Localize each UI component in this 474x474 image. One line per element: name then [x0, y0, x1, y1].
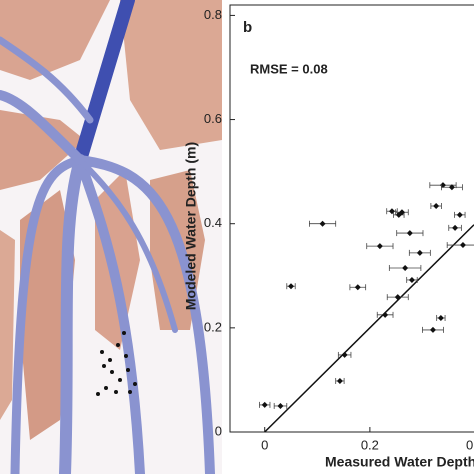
point	[448, 184, 455, 191]
point	[406, 230, 413, 237]
annotation: RMSE = 0.08	[250, 61, 328, 76]
point	[437, 314, 444, 321]
y-tick-label: 0.2	[204, 319, 222, 334]
site	[122, 331, 126, 335]
point	[336, 377, 343, 384]
point	[261, 401, 268, 408]
channel	[0, 36, 94, 124]
y-axis-label: Modeled Water Depth (m)	[183, 142, 199, 310]
channel	[73, 0, 135, 167]
point	[416, 249, 423, 256]
site	[104, 386, 108, 390]
site	[108, 358, 112, 362]
site	[128, 390, 132, 394]
site	[96, 392, 100, 396]
point	[429, 326, 436, 333]
panel-label: b	[243, 19, 252, 36]
map-land	[120, 0, 222, 150]
channel	[59, 154, 86, 474]
sample-sites	[96, 331, 137, 396]
x-tick-label: 0.2	[361, 437, 379, 452]
point	[398, 209, 405, 216]
site	[102, 364, 106, 368]
point	[288, 283, 294, 290]
map	[0, 0, 222, 474]
channel	[0, 90, 85, 165]
x-axis-label: Measured Water Depth (m)	[325, 454, 474, 470]
channel	[75, 155, 145, 474]
site	[124, 354, 128, 358]
map-land	[0, 230, 15, 420]
point	[433, 203, 440, 210]
map-land	[0, 110, 85, 190]
site	[100, 350, 104, 354]
y-tick-label: 0	[215, 423, 222, 438]
point	[382, 311, 389, 318]
site	[133, 382, 137, 386]
point	[341, 351, 348, 358]
point	[319, 220, 326, 227]
point	[456, 211, 463, 218]
point	[452, 224, 459, 231]
one-to-one-line	[264, 224, 474, 433]
point	[459, 242, 466, 249]
point	[376, 243, 383, 250]
point	[408, 276, 415, 283]
x-tick-label: 0	[261, 437, 268, 452]
point	[402, 264, 409, 271]
map-channels	[0, 0, 215, 474]
point	[394, 294, 401, 301]
y-tick-label: 0.6	[204, 111, 222, 126]
point	[354, 284, 361, 291]
site	[110, 370, 114, 374]
x-tick-label: 0.4	[466, 437, 474, 452]
channel	[77, 157, 178, 333]
channel	[10, 155, 85, 474]
point	[388, 208, 395, 215]
plot-frame	[229, 4, 474, 433]
y-tick-label: 0.4	[204, 215, 222, 230]
site	[118, 378, 122, 382]
site	[126, 368, 130, 372]
site	[114, 390, 118, 394]
site	[116, 343, 120, 347]
y-tick-label: 0.8	[204, 7, 222, 22]
point	[277, 402, 284, 409]
channel	[75, 155, 215, 474]
